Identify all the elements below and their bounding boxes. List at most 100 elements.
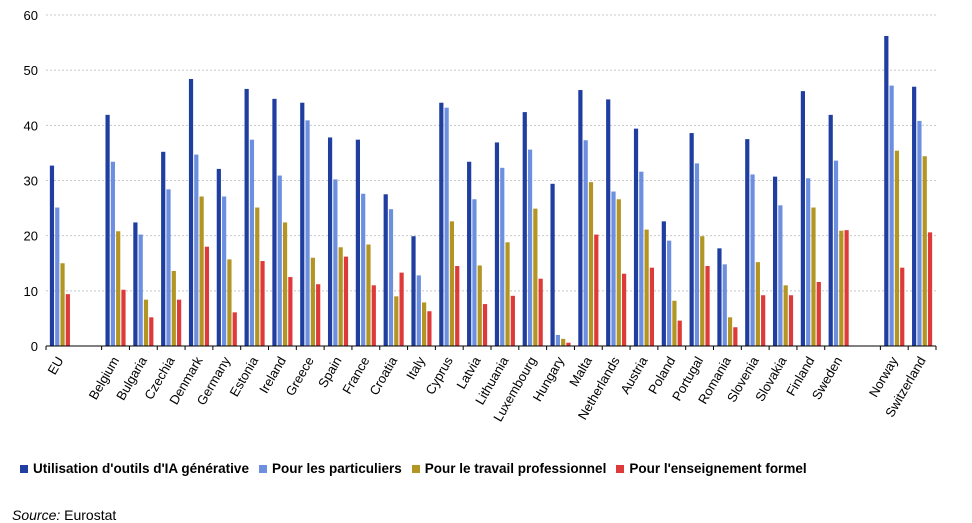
bar (300, 102, 305, 346)
bar (60, 263, 65, 346)
bar (422, 302, 427, 346)
bar (161, 151, 166, 346)
bar (828, 114, 833, 346)
bar (800, 91, 805, 346)
bar (884, 35, 889, 347)
bar (616, 199, 621, 346)
legend-swatch-work (411, 464, 420, 473)
bar (416, 275, 421, 346)
bar (171, 270, 176, 346)
y-tick-label: 20 (24, 229, 38, 244)
legend-swatch-usage (20, 464, 28, 473)
bar (361, 193, 366, 346)
bar (500, 167, 505, 346)
bar (394, 296, 399, 346)
bar (844, 230, 849, 346)
bar (477, 265, 482, 346)
y-tick-label: 40 (24, 118, 38, 133)
bar (455, 266, 460, 346)
legend-label-usage: Utilisation d'outils d'IA générative (33, 461, 249, 476)
x-tick-label: Malta (566, 353, 595, 389)
bar (194, 154, 199, 346)
bar (510, 295, 515, 346)
bar (472, 199, 477, 346)
bar (355, 139, 360, 346)
x-tick-label: Greece (283, 354, 317, 398)
bar (505, 242, 510, 346)
bar (133, 222, 138, 346)
x-tick-label: Croatia (366, 353, 400, 397)
bar (694, 163, 700, 346)
bar (700, 236, 705, 346)
bar (538, 278, 543, 346)
bar (811, 207, 816, 346)
bar (689, 133, 694, 346)
bar (667, 240, 672, 346)
source-label: Source: (12, 507, 61, 523)
bar (917, 120, 922, 346)
bar (894, 150, 900, 346)
bar (722, 264, 727, 346)
bar (427, 311, 432, 346)
x-tick-label: Cyprus (422, 354, 456, 398)
bar (717, 248, 722, 346)
bar (705, 266, 710, 346)
x-tick-label: Italy (403, 354, 428, 383)
bar (383, 194, 388, 346)
bar-chart: 0 10 20 30 40 50 60 EU BelgiumBulgariaCzechiaDe… (24, 8, 937, 424)
bar (55, 207, 60, 346)
bar (411, 236, 416, 346)
y-tick-label: 30 (24, 174, 38, 189)
bar (327, 137, 333, 346)
bar (143, 299, 149, 346)
bar (366, 244, 371, 346)
legend-swatch-education (616, 464, 625, 473)
bar (644, 229, 649, 346)
bar (449, 221, 455, 346)
x-tick-label: EU (44, 354, 66, 377)
bar (527, 149, 533, 346)
bar (550, 183, 555, 346)
bar (49, 165, 55, 346)
bar (555, 334, 560, 346)
bar (338, 247, 343, 346)
bar (783, 285, 788, 346)
bar (583, 140, 588, 346)
legend-item-work: Pour le travail professionnel (411, 461, 607, 476)
y-tick-label: 10 (24, 284, 38, 299)
bar (750, 174, 755, 346)
bar (399, 272, 404, 346)
bar (343, 256, 349, 346)
bar (889, 85, 894, 346)
bar (922, 156, 927, 346)
bar (282, 222, 288, 346)
x-axis-labels: EU BelgiumBulgariaCzechiaDenmarkGermanyEs… (44, 353, 928, 424)
bar (188, 78, 194, 346)
bar (561, 338, 566, 346)
legend-label-education: Pour l'enseignement formel (629, 461, 807, 476)
bar (467, 161, 472, 346)
bar (305, 120, 310, 346)
bar (204, 246, 210, 346)
bar (772, 176, 778, 346)
legend-label-work: Pour le travail professionnel (424, 461, 607, 476)
bar (166, 189, 171, 346)
bar (272, 98, 277, 346)
bar (494, 142, 500, 346)
bar (105, 114, 110, 346)
bar (522, 112, 527, 347)
bar (566, 342, 571, 346)
legend-item-private: Pour les particuliers (258, 461, 402, 476)
bar (649, 267, 655, 346)
legend: Utilisation d'outils d'IA générative Pou… (20, 461, 807, 476)
bar (333, 179, 338, 346)
bar (594, 234, 599, 346)
bar (677, 320, 682, 346)
y-tick-label: 0 (31, 339, 38, 354)
bar (371, 285, 376, 346)
legend-swatch-private (258, 464, 267, 473)
bar (439, 102, 444, 346)
source-text: Eurostat (60, 507, 117, 523)
bar (761, 295, 766, 346)
bar (288, 277, 293, 346)
